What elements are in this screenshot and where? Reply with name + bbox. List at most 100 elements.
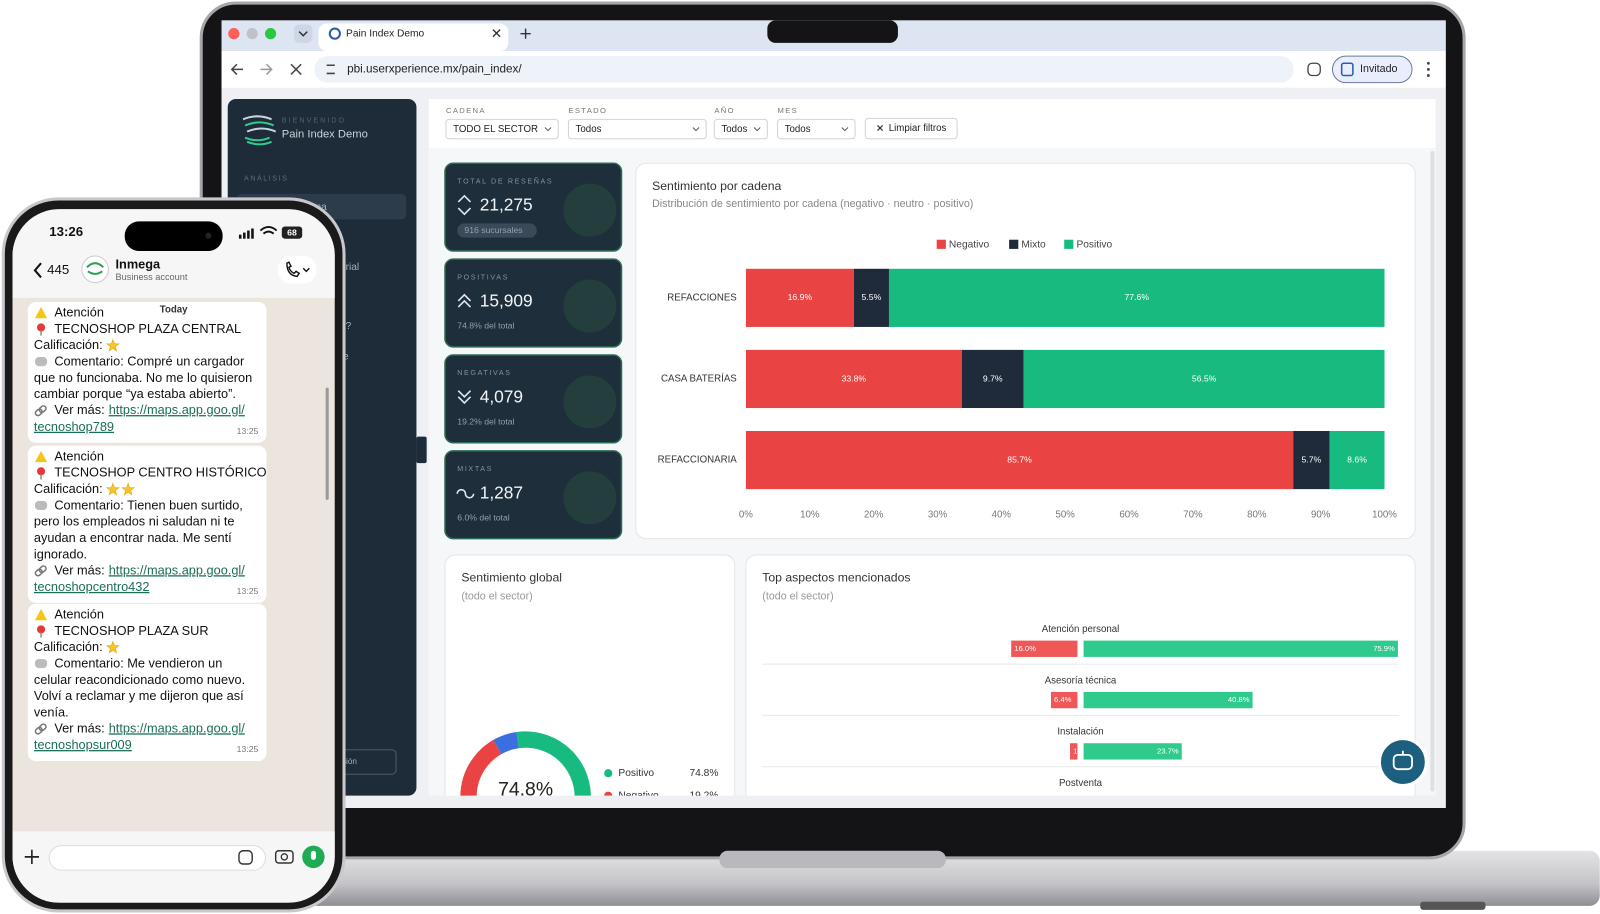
- logo-stroke: [246, 140, 272, 146]
- filter-value: Todos: [785, 124, 811, 135]
- back-chevron[interactable]: [33, 262, 42, 279]
- link-line: Ver más: https://maps.app.goo.gl/: [54, 721, 245, 736]
- message-link[interactable]: tecnoshopcentro432: [34, 579, 150, 594]
- camera-button[interactable]: [274, 850, 294, 864]
- attach-button[interactable]: [24, 849, 40, 865]
- sidebar-toggle[interactable]: [416, 436, 427, 464]
- kpi-icon: [457, 390, 472, 405]
- url-bar[interactable]: [314, 56, 1294, 83]
- more-label: Ver más:: [54, 563, 104, 578]
- legend-label: Positivo: [618, 768, 654, 779]
- kpi-icon: [456, 488, 475, 499]
- message-alert: Atención: [54, 305, 104, 320]
- chart-subtitle: (todo el sector): [762, 591, 833, 603]
- clear-button[interactable]: [864, 117, 958, 140]
- forward-button[interactable]: [260, 63, 273, 76]
- logo-stroke: [242, 115, 272, 121]
- message-link[interactable]: tecnoshopsur009: [34, 737, 132, 752]
- window-control[interactable]: [246, 28, 258, 40]
- wifi: [259, 226, 278, 235]
- comment-line: ignorado.: [34, 546, 87, 561]
- value-label: 75.9%: [1373, 644, 1395, 653]
- value-label: 5.5%: [862, 292, 882, 302]
- profile-pill[interactable]: [1331, 55, 1413, 84]
- back-count[interactable]: 445: [47, 262, 69, 277]
- comment-line: cambiar porque “ya estaba abierto”.: [34, 386, 236, 401]
- x-tick-label: 70%: [1183, 510, 1203, 521]
- nav-item[interactable]: erial: [340, 262, 359, 273]
- value-label: 5.7%: [1302, 454, 1322, 464]
- comment-icon: [34, 500, 48, 511]
- tab-close[interactable]: [492, 29, 501, 38]
- negative-bar: [1050, 691, 1078, 709]
- chevron: [753, 127, 761, 132]
- comment-line: Comentario: Tienen buen surtido,: [54, 497, 243, 512]
- bar-segment: [745, 349, 962, 409]
- kpi-decor: [563, 279, 617, 333]
- nav-item[interactable]: na: [315, 202, 327, 213]
- filter-value: Todos: [721, 124, 747, 135]
- alert-icon: [34, 608, 48, 621]
- new-tab[interactable]: [520, 28, 531, 39]
- kpi-decor: [563, 183, 617, 237]
- legend-dot: [604, 769, 613, 778]
- category-label: CASA BATERÍAS: [661, 374, 737, 385]
- x-tick-label: 100%: [1372, 510, 1397, 521]
- welcome: BIENVENIDO: [282, 116, 346, 124]
- filter-select[interactable]: [567, 118, 707, 140]
- stop-button[interactable]: [290, 63, 302, 76]
- message-link[interactable]: https://maps.app.goo.gl/: [109, 721, 246, 736]
- assistant-button[interactable]: [1377, 737, 1428, 787]
- chart-title: Sentimiento global: [461, 571, 562, 585]
- donut-slice: [460, 739, 502, 796]
- pin-icon: [36, 323, 46, 332]
- window-control[interactable]: [264, 28, 277, 40]
- filter-select[interactable]: [777, 118, 856, 140]
- nav-item[interactable]: e: [343, 352, 349, 363]
- x-tick-label: 50%: [1056, 510, 1076, 521]
- filter-select[interactable]: [713, 118, 768, 140]
- menu-dot[interactable]: [1426, 67, 1430, 71]
- menu-dot[interactable]: [1426, 74, 1430, 77]
- comment-icon: [34, 357, 48, 367]
- rating-star: [106, 482, 120, 496]
- menu-dot[interactable]: [1426, 61, 1430, 65]
- value-label: 23.7%: [1157, 746, 1179, 755]
- extension[interactable]: [1307, 62, 1321, 77]
- rating-star: [106, 338, 120, 352]
- call-button[interactable]: [277, 256, 317, 284]
- nav-item[interactable]: a?: [340, 321, 352, 332]
- comment-line: ayudan a encontrar nada. Me sentí: [34, 530, 232, 545]
- kpi-decor: [563, 471, 617, 525]
- x-tick-label: 40%: [992, 510, 1012, 521]
- donut-slice: [516, 731, 591, 796]
- back-button[interactable]: [230, 63, 244, 76]
- signal-bar: [247, 230, 250, 239]
- chevron: [298, 31, 308, 37]
- alert-icon: [34, 307, 48, 319]
- contact-name: Inmega: [116, 257, 162, 272]
- legend-value: 19.2%: [690, 790, 719, 801]
- value-label: 6.4%: [1054, 695, 1072, 704]
- message-link[interactable]: tecnoshop789: [34, 419, 114, 434]
- comment-line: que no funcionaba. No me lo quisieron: [34, 370, 252, 385]
- message-bubble: [27, 301, 267, 443]
- chevron: [544, 127, 552, 132]
- filter-select[interactable]: [445, 118, 559, 140]
- sticker-button[interactable]: [238, 850, 253, 865]
- tab-search[interactable]: [294, 24, 313, 43]
- message-link[interactable]: https://maps.app.goo.gl/: [109, 402, 246, 417]
- window-control[interactable]: [228, 28, 240, 40]
- legend-label: Negativo: [949, 240, 990, 251]
- laptop-base: [222, 850, 1600, 906]
- comment-line: Comentario: Me vendieron un: [54, 655, 222, 670]
- value-label: 9.7%: [983, 373, 1003, 383]
- battery: [281, 226, 303, 239]
- message-link[interactable]: https://maps.app.goo.gl/: [109, 563, 246, 578]
- call-icon: [286, 261, 301, 278]
- message-input[interactable]: [48, 845, 266, 871]
- active-tab[interactable]: [318, 23, 509, 52]
- rating-star: [106, 640, 120, 654]
- scrollbar: [1430, 150, 1435, 792]
- bar-segment: [888, 268, 1385, 327]
